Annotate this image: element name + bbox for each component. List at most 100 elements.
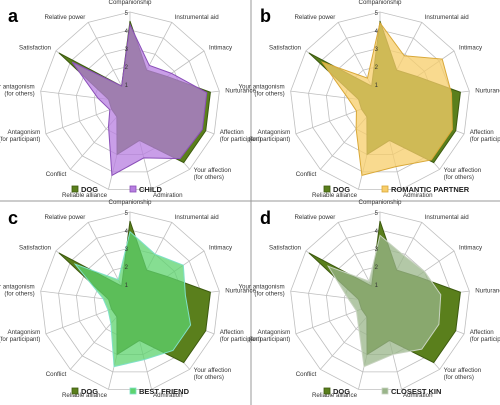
legend-label-closest-kin: CLOSEST KIN bbox=[391, 387, 441, 396]
category-label-satisfaction: Satisfaction bbox=[19, 244, 52, 251]
series-area-best-friend bbox=[73, 230, 192, 368]
panel-label-b: b bbox=[260, 6, 271, 26]
legend-swatch-romantic-partner bbox=[381, 185, 389, 193]
category-label-relative-power: Relative power bbox=[44, 14, 85, 21]
legend-label-dog: DOG bbox=[333, 387, 350, 396]
category-label-satisfaction: Satisfaction bbox=[19, 44, 52, 51]
tick-label: 4 bbox=[375, 29, 379, 35]
category-label-your-antagonism-for-others: Your antagonism(for others) bbox=[238, 83, 284, 97]
grid-ring-4 bbox=[308, 229, 452, 373]
category-label-your-affection-for-others: Your affection (for others) bbox=[194, 367, 232, 381]
category-label-reliable-alliance: Reliable alliance bbox=[62, 192, 108, 199]
tick-label: 5 bbox=[375, 211, 379, 217]
category-label-antagonism-for-participant: Antagonism (for participant) bbox=[0, 329, 40, 343]
category-label-antagonism-for-participant: Antagonism (for participant) bbox=[249, 329, 291, 343]
category-label-your-antagonism-for-others: Your antagonism(for others) bbox=[0, 83, 35, 97]
category-label-your-affection-for-others: Your affection (for others) bbox=[194, 167, 232, 181]
legend-label-dog: DOG bbox=[81, 387, 98, 396]
legend-label-best-friend: BEST FRIEND bbox=[139, 387, 190, 396]
panel-label-d: d bbox=[260, 208, 271, 228]
panel-label-a: a bbox=[8, 6, 19, 26]
legend-swatch-dog bbox=[71, 185, 79, 193]
legend-label-child: CHILD bbox=[139, 185, 162, 194]
tick-label: 2 bbox=[125, 265, 129, 271]
series-area-child bbox=[71, 22, 208, 177]
category-label-relative-power: Relative power bbox=[44, 214, 85, 221]
legend-label-dog: DOG bbox=[333, 185, 350, 194]
tick-label: 4 bbox=[125, 229, 129, 235]
category-label-admiration: Admiration bbox=[403, 392, 433, 399]
category-label-instrumental-aid: Instrumental aid bbox=[175, 214, 220, 221]
category-label-conflict: Conflict bbox=[46, 371, 67, 378]
tick-label: 3 bbox=[125, 247, 129, 253]
legend-swatch-dog bbox=[71, 387, 79, 395]
category-label-nurturance: Nurturance bbox=[475, 87, 500, 94]
legend-swatch-dog bbox=[323, 185, 331, 193]
category-label-admiration: Admiration bbox=[403, 192, 433, 199]
category-label-instrumental-aid: Instrumental aid bbox=[175, 14, 220, 21]
category-label-affection-for-participant: Affection(for participant) bbox=[470, 329, 500, 343]
tick-label: 4 bbox=[125, 29, 129, 35]
series-area-romantic-partner bbox=[320, 21, 453, 177]
category-label-satisfaction: Satisfaction bbox=[269, 244, 302, 251]
panel-c: c 1 2 3 4 5 Companionship Instrumental aid Intim… bbox=[0, 199, 261, 399]
category-label-nurturance: Nurturance bbox=[475, 287, 500, 294]
category-label-instrumental-aid: Instrumental aid bbox=[425, 14, 470, 21]
category-label-intimacy: Intimacy bbox=[459, 44, 483, 51]
legend-label-dog: DOG bbox=[81, 185, 98, 194]
tick-label: 3 bbox=[125, 47, 129, 53]
legend-swatch-dog bbox=[323, 387, 331, 395]
grid-ring-4 bbox=[58, 29, 202, 173]
tick-label: 5 bbox=[375, 11, 379, 17]
legend-label-romantic-partner: ROMANTIC PARTNER bbox=[391, 185, 470, 194]
category-label-satisfaction: Satisfaction bbox=[269, 44, 302, 51]
category-label-companionship: Companionship bbox=[109, 0, 153, 6]
category-label-admiration: Admiration bbox=[153, 192, 183, 199]
category-label-antagonism-for-participant: Antagonism (for participant) bbox=[249, 129, 291, 143]
category-label-nurturance: Nurturance bbox=[225, 287, 256, 294]
category-label-your-antagonism-for-others: Your antagonism(for others) bbox=[238, 283, 284, 297]
legend-swatch-best-friend bbox=[129, 387, 137, 395]
tick-label: 5 bbox=[125, 211, 129, 217]
tick-label: 1 bbox=[375, 83, 379, 89]
tick-label: 1 bbox=[125, 83, 129, 89]
category-label-relative-power: Relative power bbox=[294, 214, 335, 221]
grid-ring-4 bbox=[58, 229, 202, 373]
tick-label: 2 bbox=[375, 265, 379, 271]
category-label-your-antagonism-for-others: Your antagonism(for others) bbox=[0, 283, 35, 297]
category-label-affection-for-participant: Affection(for participant) bbox=[220, 329, 262, 343]
category-label-intimacy: Intimacy bbox=[209, 44, 233, 51]
tick-label: 2 bbox=[375, 65, 379, 71]
category-label-companionship: Companionship bbox=[359, 199, 403, 206]
category-label-reliable-alliance: Reliable alliance bbox=[312, 392, 358, 399]
category-label-nurturance: Nurturance bbox=[225, 87, 256, 94]
category-label-conflict: Conflict bbox=[296, 171, 317, 178]
tick-label: 3 bbox=[375, 47, 379, 53]
category-label-admiration: Admiration bbox=[153, 392, 183, 399]
panel-a: a 1 2 3 4 5 Companionship Instrumental aid Intim… bbox=[0, 0, 261, 199]
category-label-conflict: Conflict bbox=[46, 171, 67, 178]
tick-label: 5 bbox=[125, 11, 129, 17]
category-label-your-affection-for-others: Your affection (for others) bbox=[444, 367, 482, 381]
category-label-companionship: Companionship bbox=[109, 199, 153, 206]
category-label-intimacy: Intimacy bbox=[209, 244, 233, 251]
grid-ring-5 bbox=[290, 11, 470, 190]
series-area-closest-kin bbox=[326, 234, 442, 368]
category-label-conflict: Conflict bbox=[296, 371, 317, 378]
category-label-your-affection-for-others: Your affection (for others) bbox=[444, 167, 482, 181]
tick-label: 4 bbox=[375, 229, 379, 235]
legend-swatch-closest-kin bbox=[381, 387, 389, 395]
panel-b: b 1 2 3 4 5 Companionship Instrumental aid Intim… bbox=[238, 0, 500, 199]
category-label-antagonism-for-participant: Antagonism (for participant) bbox=[0, 129, 40, 143]
tick-label: 3 bbox=[375, 247, 379, 253]
legend-swatch-child bbox=[129, 185, 137, 193]
tick-label: 1 bbox=[125, 283, 129, 289]
category-label-companionship: Companionship bbox=[359, 0, 403, 6]
panel-label-c: c bbox=[8, 208, 18, 228]
category-label-relative-power: Relative power bbox=[294, 14, 335, 21]
grid-ring-5 bbox=[290, 211, 470, 390]
category-label-intimacy: Intimacy bbox=[459, 244, 483, 251]
category-label-instrumental-aid: Instrumental aid bbox=[425, 214, 470, 221]
